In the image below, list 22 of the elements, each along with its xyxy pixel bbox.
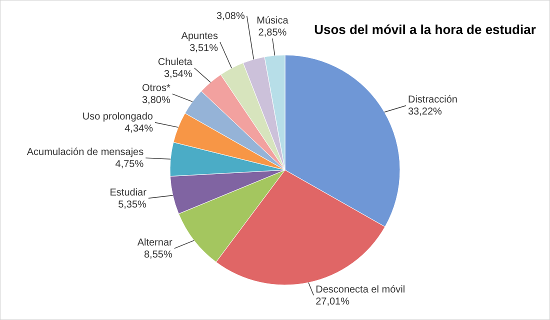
- slice-label: Desconecta el móvil: [316, 284, 406, 296]
- text: Usos del móvil a la hora de estudiar: [314, 22, 536, 37]
- slice-label: Distracción: [408, 94, 458, 106]
- data-label: 4,75%: [115, 158, 144, 170]
- data-label: 3,08%: [216, 10, 245, 22]
- data-label: 3,51%: [190, 42, 218, 54]
- slice-label: Otros*: [142, 82, 170, 94]
- data-label: 3,54%: [164, 68, 192, 80]
- data-label: 4,34%: [124, 124, 154, 135]
- data-label: 27,01%: [316, 296, 350, 308]
- data-label: 2,85%: [258, 28, 287, 39]
- slice-label: Chuleta: [158, 56, 193, 68]
- data-label: 33,22%: [408, 106, 442, 118]
- data-label: 3,80%: [142, 94, 170, 106]
- slice-label: Estudiar: [110, 187, 148, 198]
- slice-label: Apuntes: [181, 30, 218, 42]
- slice-label: Música: [256, 16, 289, 27]
- data-label: 5,35%: [118, 199, 147, 210]
- data-label: 8,55%: [144, 249, 172, 260]
- slice-label: Alternar: [137, 237, 174, 248]
- slice-label: Acumulación de mensajes: [26, 146, 144, 158]
- slice-label: Uso prolongado: [82, 112, 154, 123]
